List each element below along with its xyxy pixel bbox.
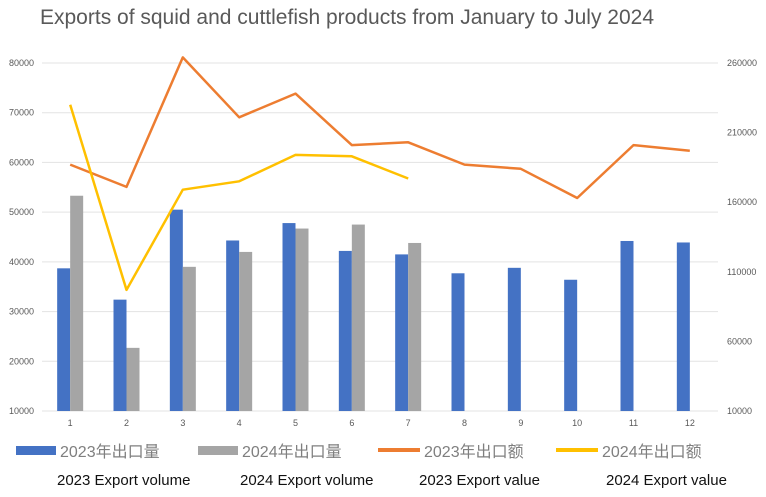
legend-label: 2023年出口额 bbox=[424, 444, 524, 461]
legend-caption: 2023 Export value bbox=[419, 472, 540, 489]
x-tick-label: 5 bbox=[293, 418, 298, 428]
legend-swatch bbox=[198, 445, 238, 455]
legend-swatch bbox=[556, 448, 598, 452]
y-right-tick-label: 10000 bbox=[727, 406, 752, 416]
legend-captions: 2023 Export volume 2024 Export volume 2023… bbox=[0, 472, 766, 492]
chart-legend: 2023年出口量 2024年出口量 2023年出口额 2024年出口额 bbox=[0, 438, 766, 464]
bar-series-0-2 bbox=[113, 299, 127, 411]
x-tick-label: 12 bbox=[685, 418, 695, 428]
x-tick-label: 1 bbox=[68, 418, 73, 428]
y-right-tick-label: 260000 bbox=[727, 58, 757, 68]
x-tick-label: 3 bbox=[180, 418, 185, 428]
x-tick-label: 11 bbox=[629, 418, 638, 428]
y-right-tick-label: 210000 bbox=[727, 128, 757, 138]
chart-title: Exports of squid and cuttlefish products… bbox=[40, 6, 654, 29]
y-left-tick-label: 70000 bbox=[9, 108, 34, 118]
bar-series-0-5 bbox=[282, 223, 296, 411]
bar-series-1-1 bbox=[70, 195, 84, 411]
x-tick-label: 10 bbox=[572, 418, 582, 428]
bar-series-1-2 bbox=[126, 347, 140, 411]
bar-series-0-3 bbox=[169, 209, 183, 411]
bar-series-1-3 bbox=[182, 266, 196, 411]
legend-caption: 2024 Export volume bbox=[240, 472, 374, 489]
y-left-tick-label: 20000 bbox=[9, 356, 34, 366]
y-left-tick-label: 80000 bbox=[9, 58, 34, 68]
bar-series-1-4 bbox=[239, 251, 253, 411]
x-tick-label: 6 bbox=[349, 418, 354, 428]
bar-series-1-6 bbox=[351, 224, 365, 411]
x-tick-label: 8 bbox=[462, 418, 467, 428]
legend-item: 2024年出口额 bbox=[556, 438, 702, 462]
legend-label: 2023年出口量 bbox=[60, 444, 160, 461]
legend-swatch bbox=[16, 445, 56, 455]
y-right-tick-label: 110000 bbox=[727, 267, 756, 277]
legend-caption: 2024 Export value bbox=[606, 472, 727, 489]
bar-series-1-5 bbox=[295, 228, 309, 411]
x-tick-label: 2 bbox=[124, 418, 129, 428]
bar-series-0-1 bbox=[57, 268, 71, 411]
y-right-tick-label: 160000 bbox=[727, 197, 757, 207]
bar-series-0-4 bbox=[226, 240, 240, 411]
legend-caption: 2023 Export volume bbox=[57, 472, 191, 489]
bar-series-0-11 bbox=[620, 240, 634, 411]
y-left-tick-label: 30000 bbox=[9, 307, 34, 317]
legend-label: 2024年出口额 bbox=[602, 444, 702, 461]
chart-plot: 10000 20000 30000 40000 50000 60000 70000 80000… bbox=[9, 56, 757, 428]
bar-series-1-7 bbox=[408, 242, 422, 411]
bar-series-0-7 bbox=[395, 254, 409, 411]
y-left-tick-label: 10000 bbox=[9, 406, 34, 416]
bar-series-0-12 bbox=[676, 242, 690, 411]
bar-series-0-8 bbox=[451, 273, 465, 411]
y-left-tick-label: 60000 bbox=[9, 157, 34, 167]
legend-item: 2023年出口额 bbox=[378, 438, 524, 462]
legend-label: 2024年出口量 bbox=[242, 444, 342, 461]
bar-series-0-10 bbox=[564, 279, 578, 411]
y-right-tick-label: 60000 bbox=[727, 336, 752, 346]
legend-swatch bbox=[378, 448, 420, 452]
bar-series-0-9 bbox=[507, 267, 521, 411]
y-left-tick-label: 40000 bbox=[9, 257, 34, 267]
bar-series-0-6 bbox=[338, 250, 352, 411]
legend-item: 2024年出口量 bbox=[198, 438, 342, 462]
x-tick-label: 7 bbox=[406, 418, 411, 428]
x-tick-label: 9 bbox=[518, 418, 523, 428]
x-tick-label: 4 bbox=[237, 418, 242, 428]
y-left-tick-label: 50000 bbox=[9, 207, 34, 217]
line-series-2 bbox=[69, 56, 690, 200]
legend-item: 2023年出口量 bbox=[16, 438, 160, 462]
